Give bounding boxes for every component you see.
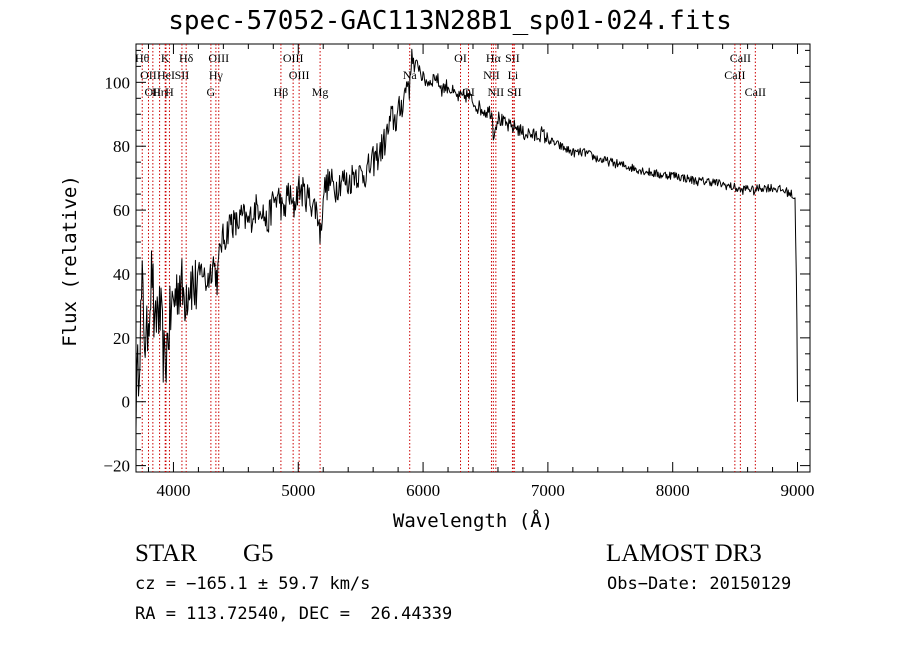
marker-label-21: NII — [488, 85, 505, 99]
coordinates-readout: RA = 113.72540, DEC = 26.44339 — [135, 604, 453, 624]
plot-frame — [135, 43, 811, 473]
y-tick-label-6: 100 — [105, 73, 131, 92]
y-tick-label-2: 20 — [113, 329, 130, 348]
y-axis-label: Flux (relative) — [59, 175, 81, 347]
object-subclass: G5 — [243, 540, 274, 567]
marker-label-19: NII — [483, 68, 500, 82]
marker-label-2: OII — [145, 85, 162, 99]
marker-label-0: Hθ — [135, 51, 150, 65]
marker-label-12: Hβ — [274, 85, 289, 99]
object-class: STAR — [135, 540, 197, 567]
marker-label-26: CaII — [730, 51, 751, 65]
marker-label-6: H — [165, 85, 174, 99]
marker-label-25: CaII — [724, 68, 745, 82]
x-tick-label-3: 7000 — [531, 481, 565, 500]
x-tick-label-0: 4000 — [156, 481, 190, 500]
marker-label-1: OII — [140, 68, 157, 82]
marker-label-13: OIII — [283, 51, 304, 65]
redshift-readout: cz = −165.1 ± 59.7 km/s — [135, 574, 371, 594]
marker-label-8: Hδ — [179, 51, 194, 65]
marker-label-4: K — [161, 51, 170, 65]
x-axis-label: Wavelength (Å) — [392, 510, 554, 532]
x-tick-label-2: 6000 — [406, 481, 440, 500]
survey-name: LAMOST DR3 — [606, 540, 762, 567]
marker-label-5: HeI — [157, 68, 175, 82]
marker-label-24: SII — [507, 85, 522, 99]
y-tick-label-4: 60 — [113, 201, 130, 220]
marker-label-7: SII — [175, 68, 190, 82]
y-tick-label-0: −20 — [103, 457, 130, 476]
marker-label-14: OIII — [289, 68, 310, 82]
marker-label-3: Hη — [152, 85, 167, 99]
x-tick-label-4: 8000 — [656, 481, 690, 500]
y-tick-label-5: 80 — [113, 137, 130, 156]
marker-label-27: CaII — [745, 85, 766, 99]
marker-label-9: G — [207, 85, 216, 99]
marker-label-17: OI — [454, 51, 467, 65]
observation-date: Obs−Date: 20150129 — [607, 574, 792, 594]
marker-label-23: Li — [508, 68, 519, 82]
y-tick-label-1: 0 — [122, 393, 131, 412]
marker-label-10: Hγ — [209, 68, 224, 82]
marker-label-20: Hα — [486, 51, 502, 65]
y-tick-label-3: 40 — [113, 265, 130, 284]
chart-title: spec-57052-GAC113N28B1_sp01-024.fits — [168, 6, 732, 36]
marker-label-15: Mg — [312, 85, 329, 99]
x-tick-label-1: 5000 — [281, 481, 315, 500]
x-tick-label-5: 9000 — [781, 481, 815, 500]
series-flux-line — [135, 48, 798, 431]
marker-label-11: OIII — [208, 51, 229, 65]
